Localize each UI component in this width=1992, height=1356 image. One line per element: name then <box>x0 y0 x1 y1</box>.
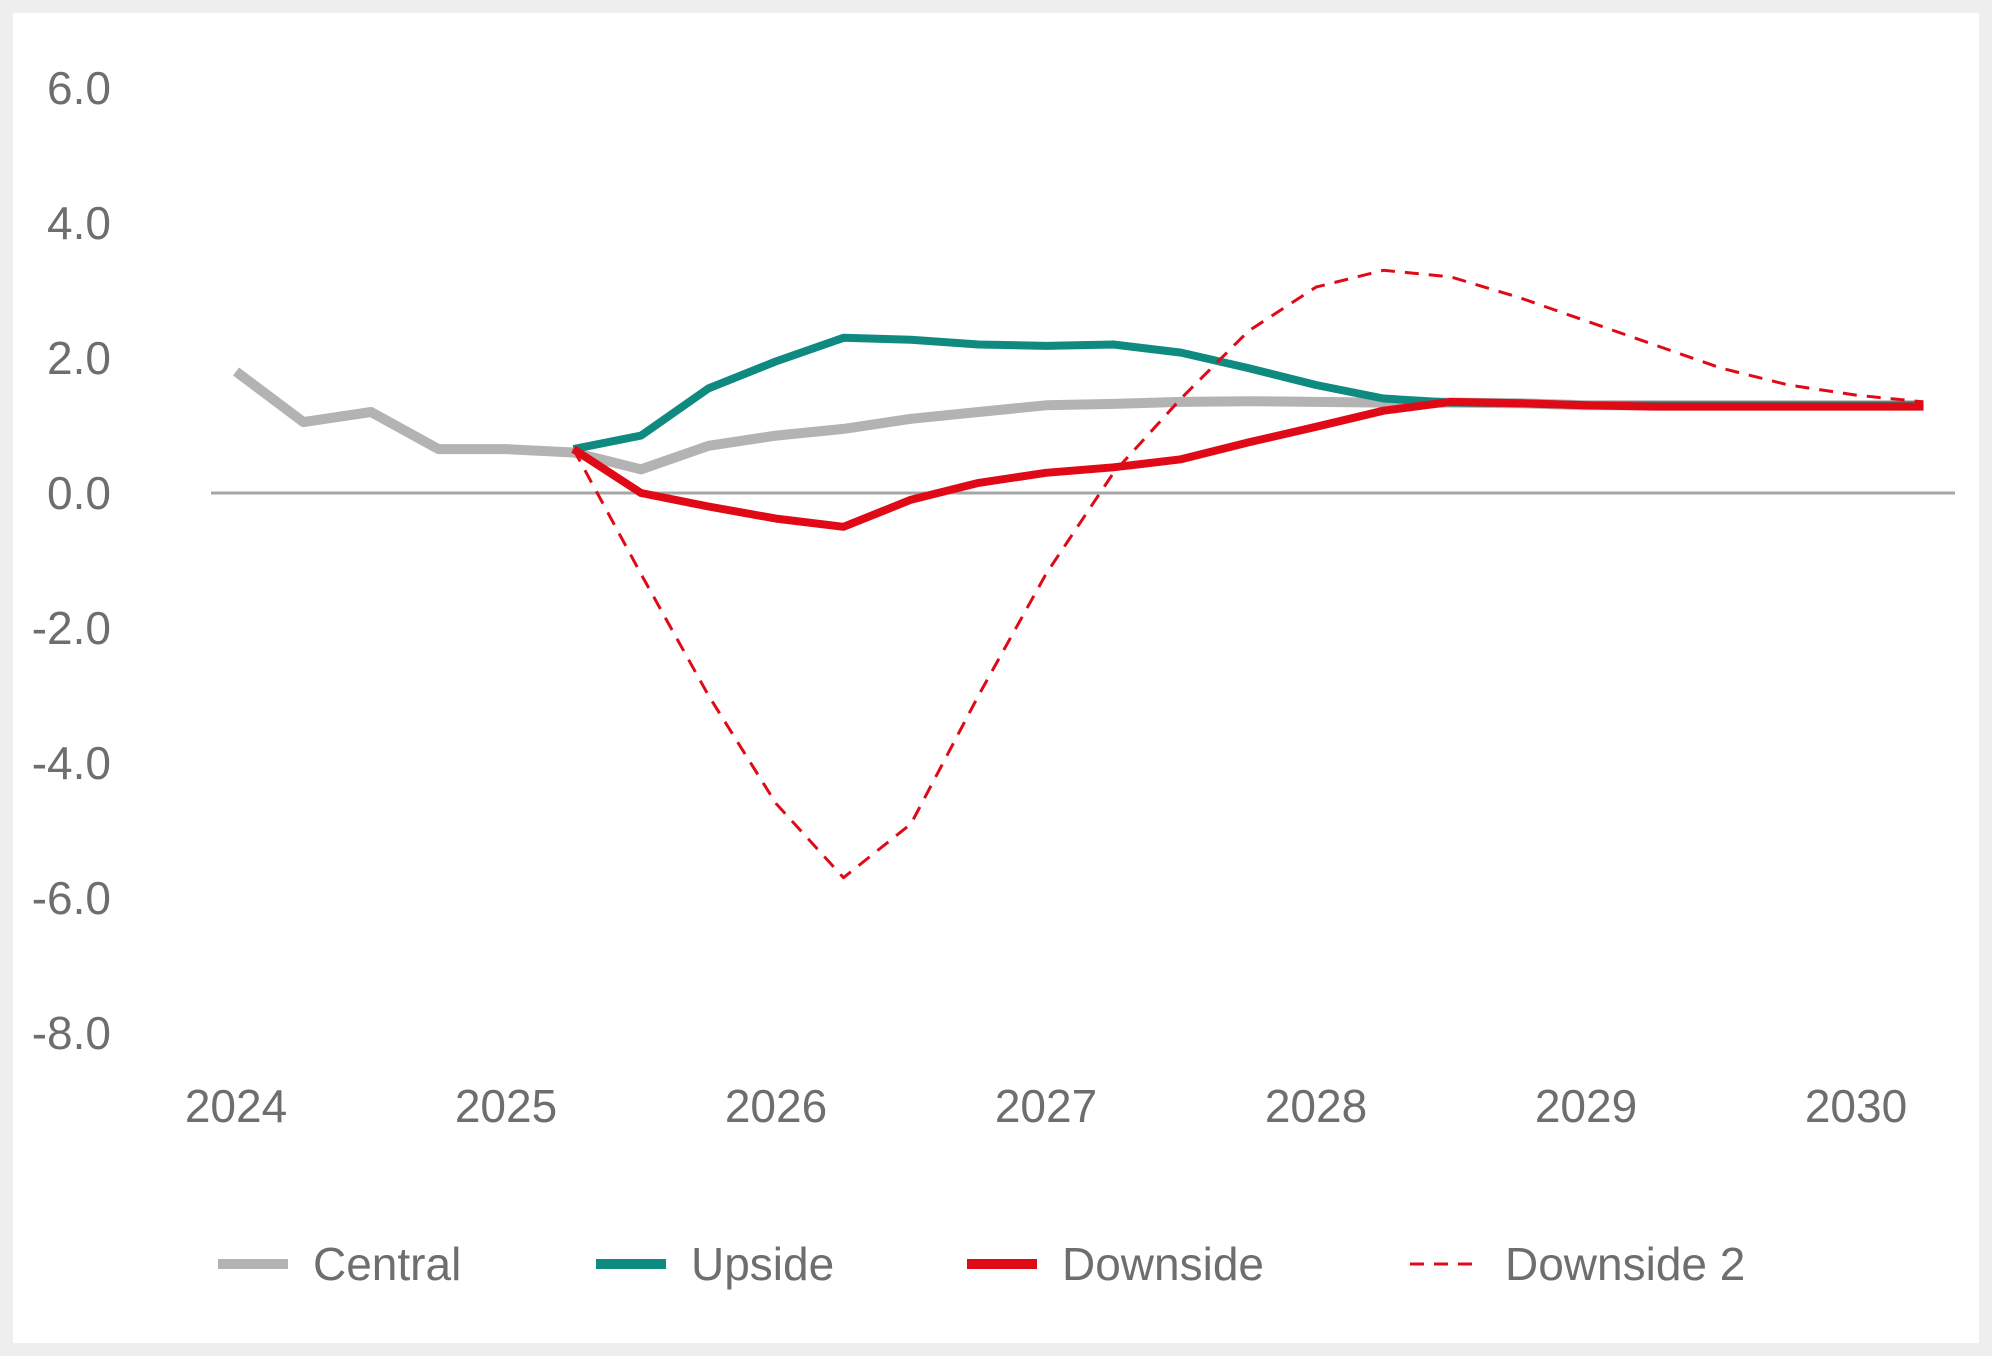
legend: Central Upside Downside Downside 2 <box>218 1238 1745 1290</box>
y-tick-label: 0.0 <box>47 467 111 519</box>
legend-label: Downside 2 <box>1505 1238 1745 1290</box>
legend-label: Upside <box>691 1238 834 1290</box>
x-tick-label: 2026 <box>725 1080 827 1132</box>
y-tick-label: -4.0 <box>32 737 111 789</box>
series-line-central <box>233 367 1924 475</box>
y-tick-label: 6.0 <box>47 62 111 114</box>
y-tick-label: -2.0 <box>32 602 111 654</box>
x-tick-label: 2024 <box>185 1080 287 1132</box>
legend-label: Downside <box>1062 1238 1264 1290</box>
series-line-downside-2 <box>572 268 1924 880</box>
x-tick-label: 2028 <box>1265 1080 1367 1132</box>
x-tick-label: 2025 <box>455 1080 557 1132</box>
series-line-downside <box>571 397 1924 531</box>
x-tick-label: 2027 <box>995 1080 1097 1132</box>
x-axis-tick-labels: 2024 2025 2026 2027 2028 2029 2030 <box>185 1080 1907 1132</box>
y-axis-tick-labels: 6.0 4.0 2.0 0.0 -2.0 -4.0 -6.0 -8.0 <box>32 62 111 1059</box>
y-tick-label: -6.0 <box>32 872 111 924</box>
y-tick-label: 2.0 <box>47 332 111 384</box>
y-tick-label: -8.0 <box>32 1007 111 1059</box>
series-lines <box>233 268 1924 880</box>
x-tick-label: 2029 <box>1535 1080 1637 1132</box>
legend-label: Central <box>313 1238 461 1290</box>
x-tick-label: 2030 <box>1805 1080 1907 1132</box>
y-tick-label: 4.0 <box>47 197 111 249</box>
